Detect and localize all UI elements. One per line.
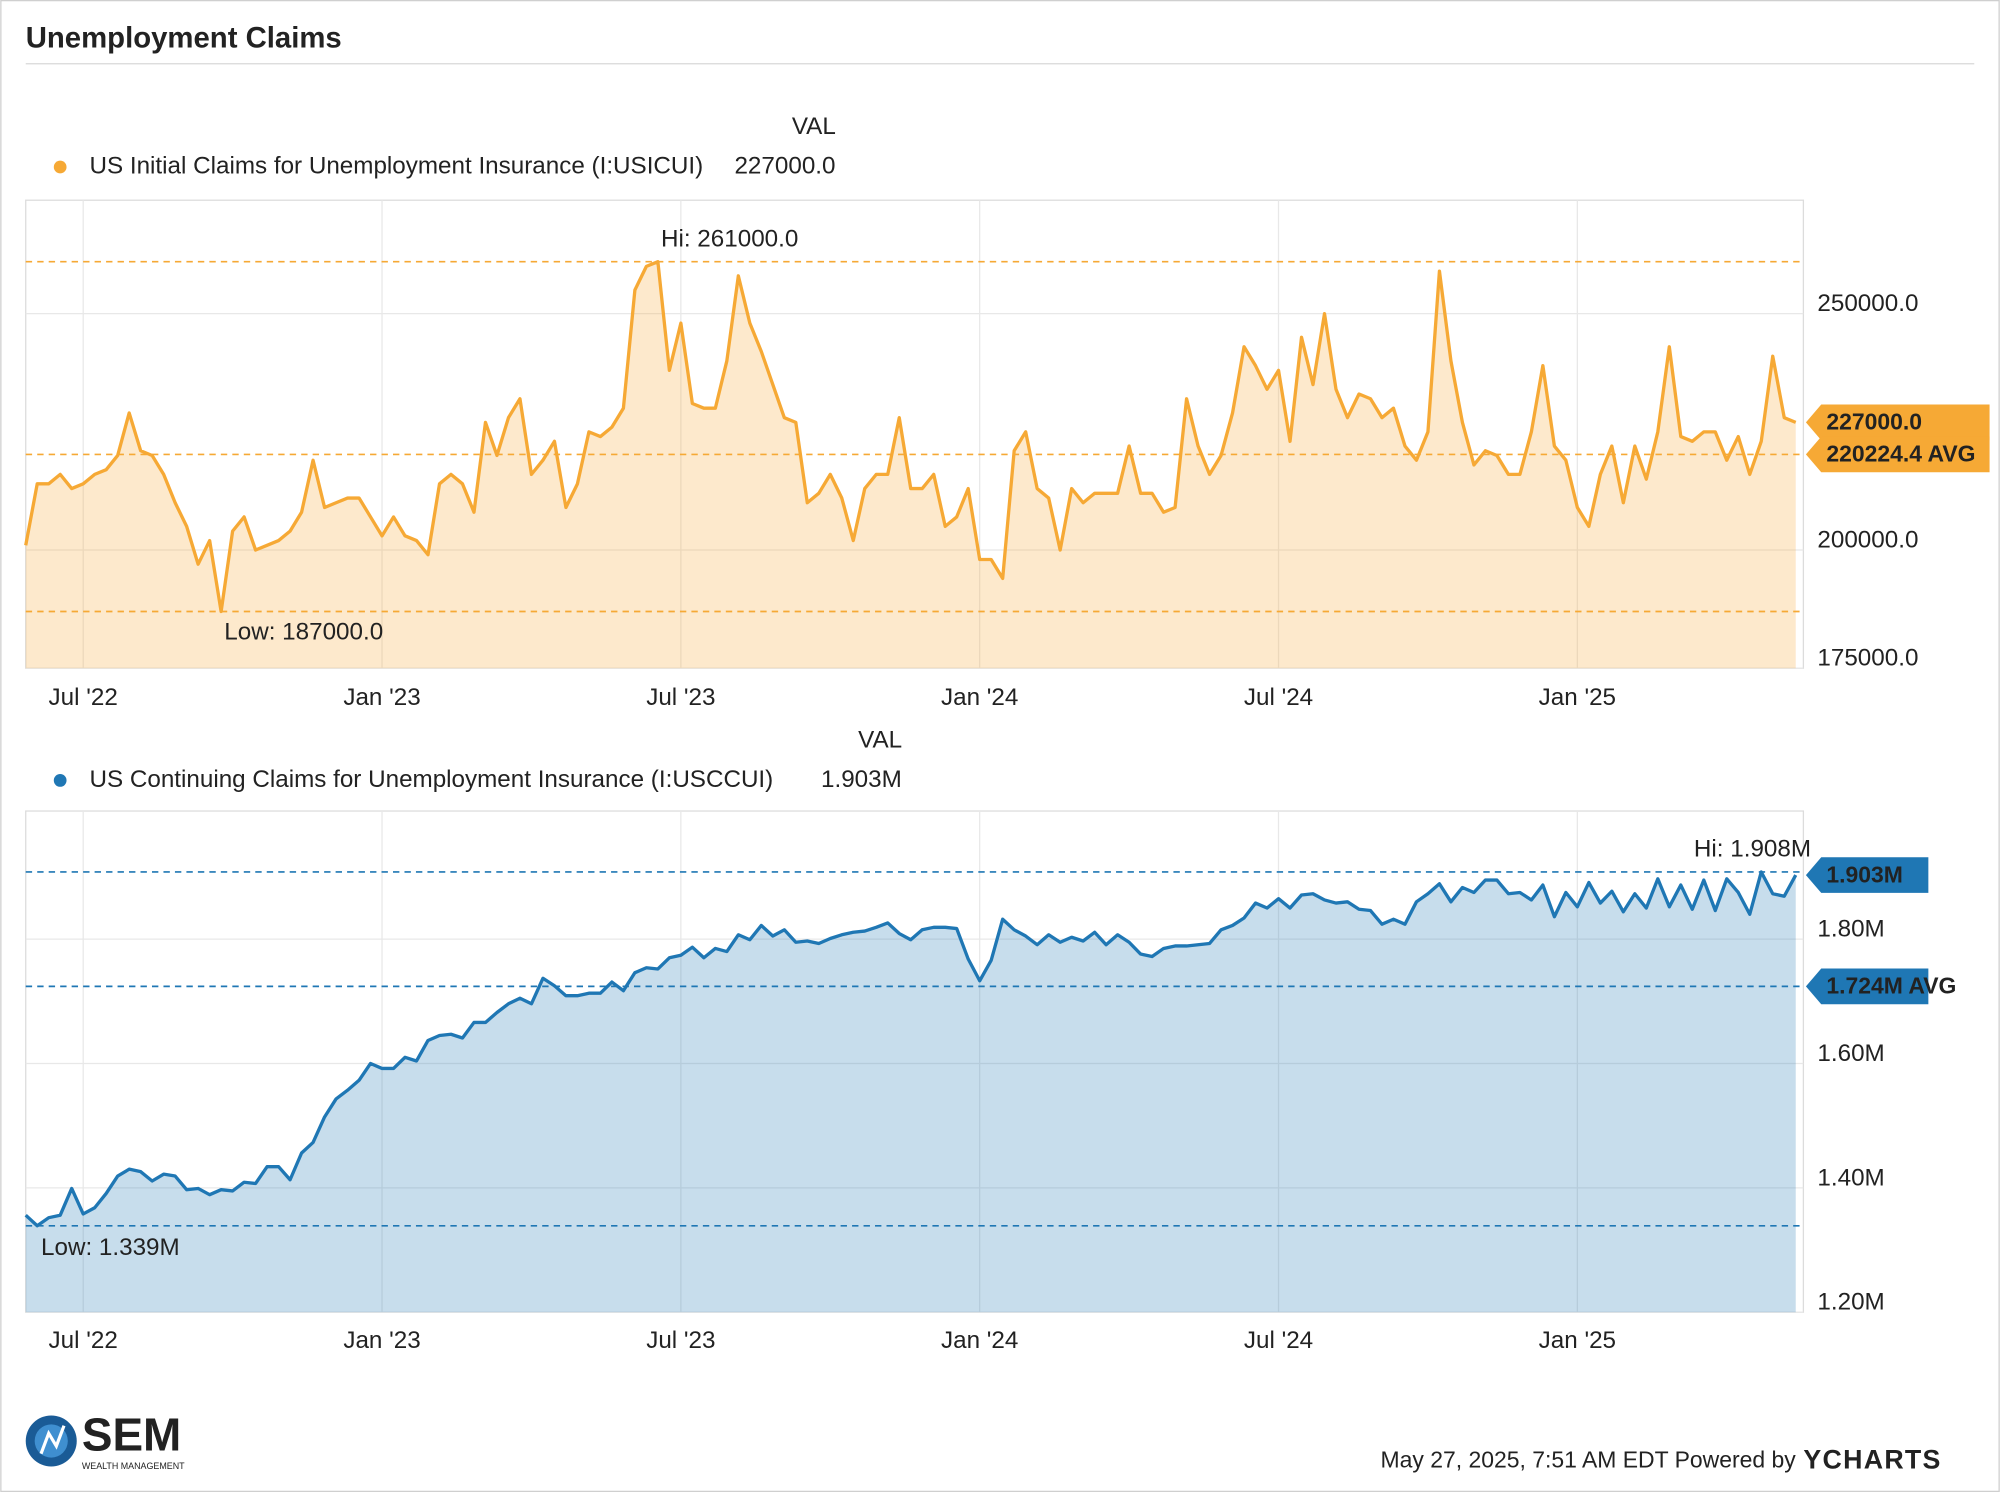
x-tick-label: Jan '23 <box>343 684 420 711</box>
legend-label: US Initial Claims for Unemployment Insur… <box>89 152 703 179</box>
x-tick-label: Jan '25 <box>1539 1327 1616 1354</box>
x-tick-label: Jan '25 <box>1539 684 1616 711</box>
footer-timestamp: May 27, 2025, 7:51 AM EDT Powered by <box>1380 1446 1796 1472</box>
y-tick-label: 1.80M <box>1817 916 1884 943</box>
value-header: VAL <box>792 113 836 140</box>
x-tick-label: Jul '23 <box>646 1327 715 1354</box>
latest-flag-label: 1.903M <box>1826 861 1903 887</box>
hi-label: Hi: 1.908M <box>1694 836 1811 863</box>
area-fill <box>25 261 1796 669</box>
x-tick-label: Jan '23 <box>343 1327 420 1354</box>
legend-marker <box>53 160 67 174</box>
x-tick-label: Jul '24 <box>1244 1327 1313 1354</box>
x-tick-label: Jan '24 <box>941 1327 1018 1354</box>
series-line <box>24 870 1798 1228</box>
value-header: VAL <box>858 726 902 753</box>
low-label: Low: 1.339M <box>41 1234 180 1261</box>
x-tick-label: Jul '22 <box>49 1327 118 1354</box>
sem-logo: SEM WEALTH MANAGEMENT <box>25 1409 185 1471</box>
y-tick-label: 1.20M <box>1817 1289 1884 1316</box>
area-fill <box>25 871 1796 1313</box>
page-title: Unemployment Claims <box>26 21 342 54</box>
logo-icon-mark <box>39 1425 66 1455</box>
avg-flag <box>1805 968 1929 1005</box>
legend-value: 1.903M <box>821 766 902 793</box>
logo-name: SEM <box>82 1409 181 1461</box>
logo-tagline: WEALTH MANAGEMENT <box>82 1461 185 1471</box>
series-line <box>24 260 1797 614</box>
latest-flag <box>1805 404 1990 441</box>
y-tick-label: 1.40M <box>1817 1164 1884 1191</box>
plot-area <box>25 199 1805 669</box>
latest-flag-label: 227000.0 <box>1826 409 1922 435</box>
legend-value: 227000.0 <box>734 152 835 179</box>
y-tick-label: 175000.0 <box>1817 645 1918 672</box>
x-tick-label: Jul '22 <box>49 684 118 711</box>
avg-flag-label: 220224.4 AVG <box>1826 441 1975 467</box>
avg-flag <box>1805 436 1990 473</box>
low-label: Low: 187000.0 <box>224 619 383 646</box>
x-tick-label: Jan '24 <box>941 684 1018 711</box>
footer-brand: YCHARTS <box>1803 1444 1941 1474</box>
y-tick-label: 1.60M <box>1817 1040 1884 1067</box>
latest-flag <box>1805 857 1929 893</box>
legend-marker <box>53 774 67 787</box>
avg-flag-label: 1.724M AVG <box>1826 973 1956 999</box>
x-tick-label: Jul '24 <box>1244 684 1313 711</box>
hi-label: Hi: 261000.0 <box>661 225 798 252</box>
x-tick-label: Jul '23 <box>646 684 715 711</box>
y-tick-label: 250000.0 <box>1817 290 1918 317</box>
y-tick-label: 200000.0 <box>1817 526 1918 553</box>
legend-label: US Continuing Claims for Unemployment In… <box>89 766 773 793</box>
